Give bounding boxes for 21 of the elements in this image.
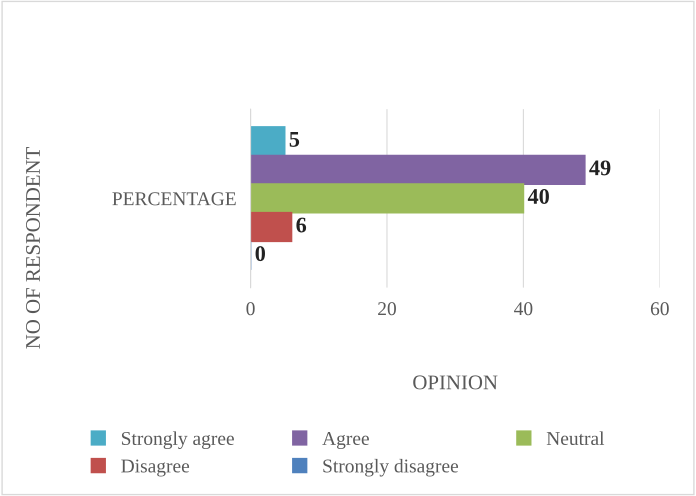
legend-label: Disagree <box>121 459 190 477</box>
legend-label: Agree <box>322 432 369 450</box>
bar <box>250 212 292 242</box>
data-label: 40 <box>528 188 549 204</box>
bar <box>250 154 586 185</box>
data-label: 6 <box>296 218 306 233</box>
legend-label: Strongly agree <box>122 431 234 450</box>
x-tick-label: 0 <box>246 302 255 316</box>
y-tick-label: PERCENTAGE <box>112 192 236 206</box>
legend-label: Strongly disagree <box>323 458 458 477</box>
bar <box>250 183 524 214</box>
y-axis-title: NO OF RESPONDENT <box>26 147 40 349</box>
data-label: 49 <box>589 160 610 176</box>
bar <box>250 126 286 156</box>
data-label: 5 <box>290 132 300 147</box>
x-tick-label: 20 <box>378 302 396 316</box>
x-tick-label: 60 <box>650 302 669 316</box>
x-tick-label: 40 <box>514 302 532 316</box>
data-label: 0 <box>256 246 265 262</box>
legend-label: Neutral <box>546 431 604 446</box>
x-axis-title: OPINION <box>413 375 498 390</box>
